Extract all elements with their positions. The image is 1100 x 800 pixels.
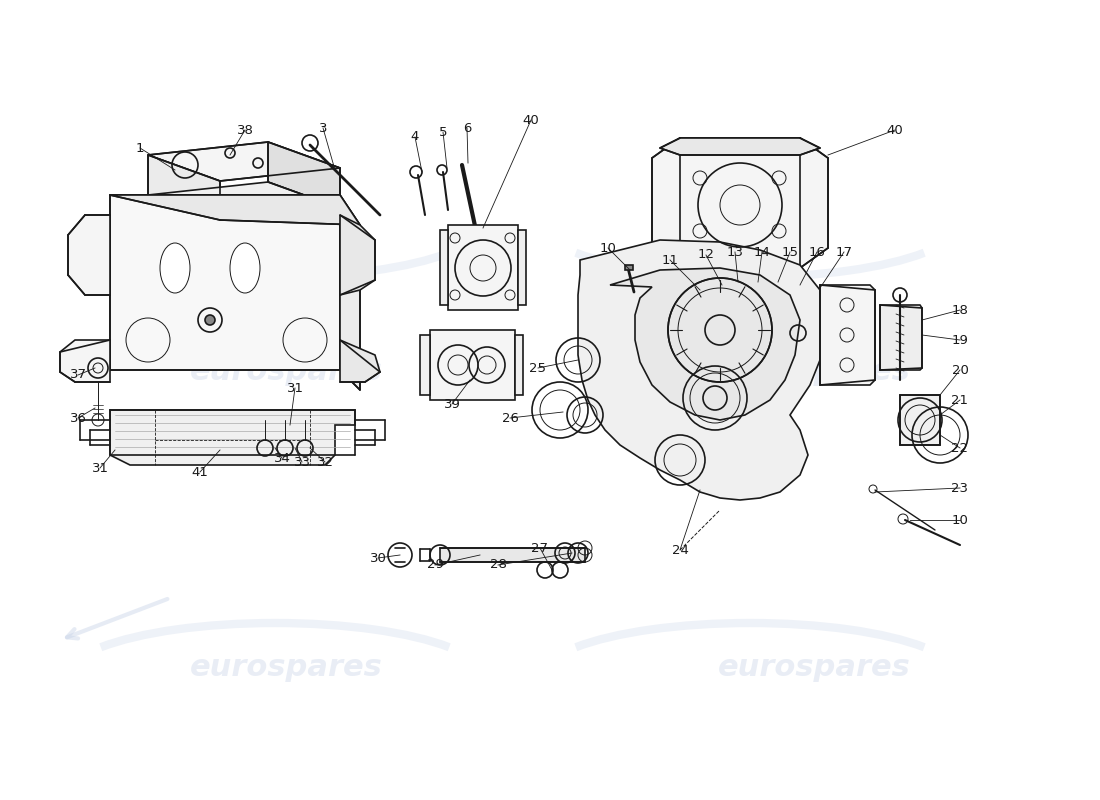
Polygon shape [148, 155, 220, 220]
Bar [440, 230, 448, 305]
Text: 22: 22 [952, 442, 968, 454]
Polygon shape [68, 215, 110, 295]
Text: eurospares: eurospares [189, 358, 383, 386]
Text: 16: 16 [808, 246, 825, 258]
Text: 28: 28 [490, 558, 506, 571]
Text: 31: 31 [286, 382, 304, 394]
Text: 27: 27 [531, 542, 549, 554]
Text: 38: 38 [236, 123, 253, 137]
Text: eurospares: eurospares [189, 654, 383, 682]
Bar [625, 265, 632, 270]
Polygon shape [60, 340, 110, 382]
Text: 32: 32 [317, 455, 333, 469]
Polygon shape [820, 285, 874, 385]
Text: 34: 34 [274, 451, 290, 465]
Text: 40: 40 [522, 114, 539, 126]
Polygon shape [660, 138, 820, 155]
Bar [420, 335, 430, 395]
Polygon shape [110, 195, 340, 370]
Bar [448, 225, 518, 310]
Polygon shape [578, 240, 825, 500]
Polygon shape [148, 182, 340, 220]
Text: 15: 15 [781, 246, 799, 258]
Text: 25: 25 [529, 362, 547, 374]
Circle shape [205, 315, 214, 325]
Polygon shape [340, 195, 360, 390]
Text: 21: 21 [952, 394, 968, 406]
Bar [430, 330, 515, 400]
Text: 11: 11 [661, 254, 679, 266]
Text: 3: 3 [319, 122, 328, 134]
Text: eurospares: eurospares [717, 358, 911, 386]
Polygon shape [880, 305, 922, 370]
Text: 36: 36 [69, 411, 87, 425]
Text: 5: 5 [439, 126, 448, 138]
Polygon shape [900, 395, 940, 445]
Text: 4: 4 [410, 130, 419, 143]
Text: 41: 41 [191, 466, 208, 478]
Text: 1: 1 [135, 142, 144, 154]
Text: 10: 10 [600, 242, 616, 254]
Polygon shape [110, 195, 360, 225]
Polygon shape [610, 268, 800, 420]
Text: 14: 14 [754, 246, 770, 258]
Text: 31: 31 [91, 462, 109, 474]
Text: 12: 12 [697, 249, 715, 262]
Text: 13: 13 [726, 246, 744, 258]
Text: 23: 23 [952, 482, 968, 494]
Text: 18: 18 [952, 303, 968, 317]
Text: 17: 17 [836, 246, 852, 258]
Polygon shape [148, 142, 340, 181]
Polygon shape [340, 215, 375, 295]
Bar [518, 230, 526, 305]
Text: 40: 40 [887, 123, 903, 137]
Text: 37: 37 [69, 369, 87, 382]
Polygon shape [110, 410, 355, 465]
Text: eurospares: eurospares [717, 654, 911, 682]
Text: 33: 33 [294, 455, 310, 469]
Bar [515, 335, 522, 395]
Polygon shape [268, 142, 340, 208]
Text: 6: 6 [463, 122, 471, 134]
Text: 30: 30 [370, 551, 386, 565]
Text: 19: 19 [952, 334, 968, 346]
Ellipse shape [160, 243, 190, 293]
Text: 10: 10 [952, 514, 968, 526]
Text: 29: 29 [427, 558, 443, 571]
Text: 24: 24 [672, 543, 689, 557]
Text: 20: 20 [952, 363, 968, 377]
Bar [440, 548, 585, 562]
Polygon shape [652, 138, 828, 268]
Ellipse shape [230, 243, 260, 293]
Text: 39: 39 [443, 398, 461, 410]
Text: 26: 26 [502, 411, 518, 425]
Polygon shape [340, 340, 379, 382]
